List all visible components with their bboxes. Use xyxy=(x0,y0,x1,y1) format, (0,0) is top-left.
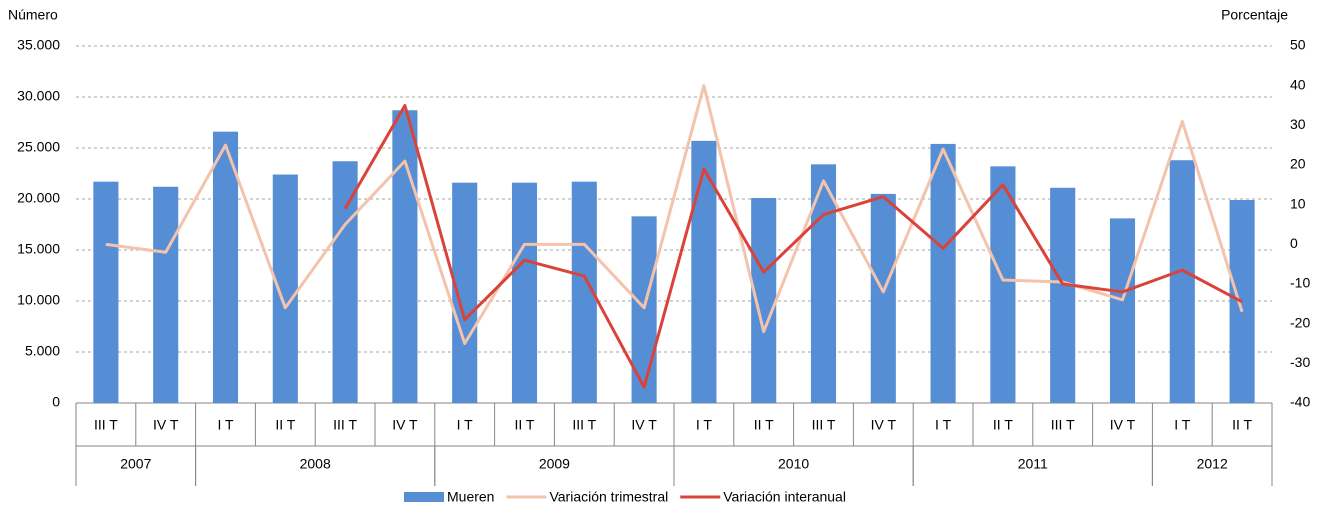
bar xyxy=(691,140,717,404)
x-tick-label: IV T xyxy=(871,417,897,433)
x-tick-label: IV T xyxy=(1110,417,1136,433)
x-tick-label: III T xyxy=(1051,417,1075,433)
legend-swatch xyxy=(404,492,444,502)
y2-tick-label: 0 xyxy=(1290,235,1298,251)
x-group-label: 2008 xyxy=(300,456,331,472)
y-tick-label: 15.000 xyxy=(17,241,60,257)
y2-tick-label: 20 xyxy=(1290,156,1306,172)
y-tick-label: 0 xyxy=(52,394,60,410)
x-tick-label: III T xyxy=(333,417,357,433)
y2-tick-label: -40 xyxy=(1290,394,1310,410)
x-tick-label: II T xyxy=(1232,417,1252,433)
x-tick-label: IV T xyxy=(392,417,418,433)
x-tick-label: I T xyxy=(217,417,234,433)
x-group-label: 2007 xyxy=(120,456,151,472)
y2-tick-label: 10 xyxy=(1290,195,1306,211)
bar xyxy=(930,143,956,404)
y2-tick-label: 30 xyxy=(1290,116,1306,132)
bar xyxy=(153,186,179,403)
line xyxy=(105,84,1244,345)
y2-tick-label: -20 xyxy=(1290,314,1310,330)
x-tick-label: IV T xyxy=(631,417,657,433)
x-tick-label: I T xyxy=(457,417,474,433)
x-group-label: 2011 xyxy=(1018,456,1048,472)
bar xyxy=(332,161,358,403)
x-tick-label: II T xyxy=(754,417,774,433)
bar xyxy=(272,174,298,403)
y-tick-label: 5.000 xyxy=(25,343,60,359)
line xyxy=(343,104,1243,389)
x-tick-label: III T xyxy=(812,417,836,433)
x-tick-label: II T xyxy=(275,417,295,433)
x-tick-label: I T xyxy=(1174,417,1191,433)
bar xyxy=(1169,160,1195,403)
y-tick-label: 35.000 xyxy=(17,37,60,53)
y2-axis-label: Porcentaje xyxy=(1221,7,1288,23)
y-tick-label: 25.000 xyxy=(17,139,60,155)
legend-label: Variación interanual xyxy=(723,489,846,505)
y-tick-label: 30.000 xyxy=(17,88,60,104)
bar xyxy=(1109,218,1136,403)
bar xyxy=(212,131,239,403)
bar xyxy=(93,181,119,403)
y2-tick-label: 50 xyxy=(1290,37,1306,53)
y2-tick-label: -30 xyxy=(1290,354,1310,370)
x-tick-label: II T xyxy=(515,417,535,433)
bar xyxy=(1050,187,1076,403)
legend-label: Mueren xyxy=(447,489,494,505)
bar xyxy=(870,193,896,403)
x-group-label: 2012 xyxy=(1197,456,1228,472)
y2-tick-label: -10 xyxy=(1290,275,1310,291)
y-tick-label: 20.000 xyxy=(17,190,60,206)
legend-label: Variación trimestral xyxy=(549,489,668,505)
bar xyxy=(990,166,1016,403)
x-tick-label: III T xyxy=(572,417,596,433)
x-tick-label: III T xyxy=(94,417,118,433)
y-tick-label: 10.000 xyxy=(17,292,60,308)
x-tick-label: II T xyxy=(993,417,1013,433)
bar xyxy=(511,182,538,403)
y2-tick-label: 40 xyxy=(1290,76,1306,92)
bar xyxy=(631,216,657,403)
x-tick-label: I T xyxy=(696,417,713,433)
x-tick-label: I T xyxy=(935,417,952,433)
x-tick-label: IV T xyxy=(153,417,179,433)
x-group-label: 2010 xyxy=(778,456,809,472)
y-axis-label: Número xyxy=(8,7,58,23)
bar xyxy=(392,110,418,403)
x-group-label: 2009 xyxy=(539,456,570,472)
